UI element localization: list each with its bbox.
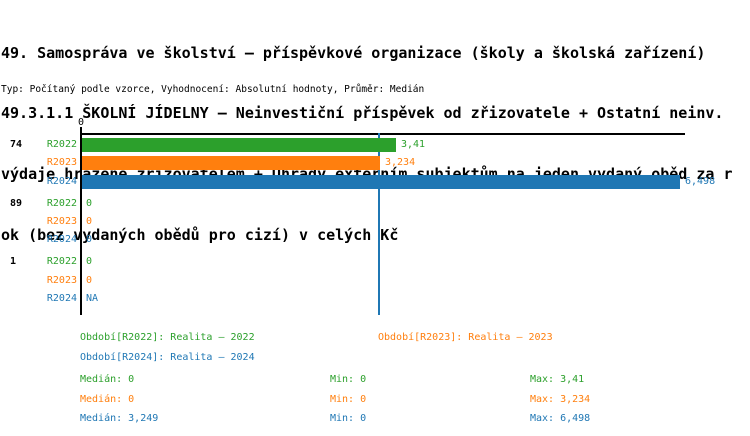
bar-value-label-r2023: 3,234 xyxy=(385,157,416,169)
legend-item-r2024: Období[R2024]: Realita – 2024 xyxy=(80,352,255,363)
stat-max-r2023: Max: 3,234 xyxy=(530,394,591,405)
row-label-r2023: R2023 xyxy=(46,274,77,286)
stat-median-r2023: Medián: 0 xyxy=(80,394,135,405)
row-label-r2022: R2022 xyxy=(46,256,77,268)
row-label-r2024: R2024 xyxy=(46,175,77,187)
bar-value-label-r2023: 0 xyxy=(86,274,93,286)
row-label-r2024: R2024 xyxy=(46,293,77,304)
stat-median-r2022: Medián: 0 xyxy=(80,374,135,385)
stat-min-r2024: Min: 0 xyxy=(330,413,367,424)
group-label: 74 xyxy=(10,139,23,150)
row-label-r2023: R2023 xyxy=(46,157,77,169)
bar-value-label-r2023: 0 xyxy=(86,216,93,227)
stat-max-r2024: Max: 6,498 xyxy=(530,413,591,424)
stat-median-r2024: Medián: 3,249 xyxy=(80,413,159,424)
bar-value-label-r2024: 6,498 xyxy=(685,175,716,187)
stat-min-r2023: Min: 0 xyxy=(330,394,367,405)
row-label-r2023: R2023 xyxy=(46,216,77,227)
bar-value-label-r2022: 0 xyxy=(86,256,93,268)
x-axis-line xyxy=(81,133,685,135)
y-axis-line xyxy=(80,133,82,315)
bar-r2024 xyxy=(82,174,680,189)
x-axis-tick-mark xyxy=(80,127,82,133)
stat-min-r2022: Min: 0 xyxy=(330,374,367,385)
bar-value-label-r2022: 3,41 xyxy=(401,139,426,150)
row-label-r2022: R2022 xyxy=(46,139,77,150)
median-line xyxy=(378,133,380,315)
title-line-2: 49.3.1.1 ŠKOLNÍ JÍDELNY – Neinvestiční p… xyxy=(1,104,724,123)
bar-value-label-r2024: NA xyxy=(86,293,99,304)
bar-r2023 xyxy=(82,156,380,171)
legend-item-r2022: Období[R2022]: Realita – 2022 xyxy=(80,332,255,343)
chart-subtitle: Typ: Počítaný podle vzorce, Vyhodnocení:… xyxy=(1,84,425,95)
title-line-1: 49. Samospráva ve školství – příspěvkové… xyxy=(1,43,706,62)
bar-value-label-r2024: 0 xyxy=(86,234,93,246)
legend-item-r2023: Období[R2023]: Realita – 2023 xyxy=(378,332,553,343)
stat-max-r2022: Max: 3,41 xyxy=(530,374,585,385)
group-label: 89 xyxy=(10,197,23,209)
bar-r2022 xyxy=(82,138,396,152)
row-label-r2022: R2022 xyxy=(46,197,77,209)
bar-value-label-r2022: 0 xyxy=(86,197,93,209)
group-label: 1 xyxy=(10,256,17,268)
row-label-r2024: R2024 xyxy=(46,234,77,246)
title-line-4: ok (bez vydaných obědů pro cizí) v celýc… xyxy=(1,226,399,245)
x-axis-tick-label: 0 xyxy=(77,117,85,128)
